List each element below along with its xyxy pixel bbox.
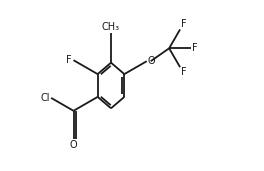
Text: F: F — [192, 43, 198, 53]
Text: F: F — [67, 55, 72, 65]
Text: CH₃: CH₃ — [102, 22, 120, 32]
Text: Cl: Cl — [41, 93, 50, 103]
Text: F: F — [181, 19, 187, 29]
Text: O: O — [148, 56, 155, 66]
Text: F: F — [181, 67, 187, 77]
Text: O: O — [70, 140, 77, 150]
